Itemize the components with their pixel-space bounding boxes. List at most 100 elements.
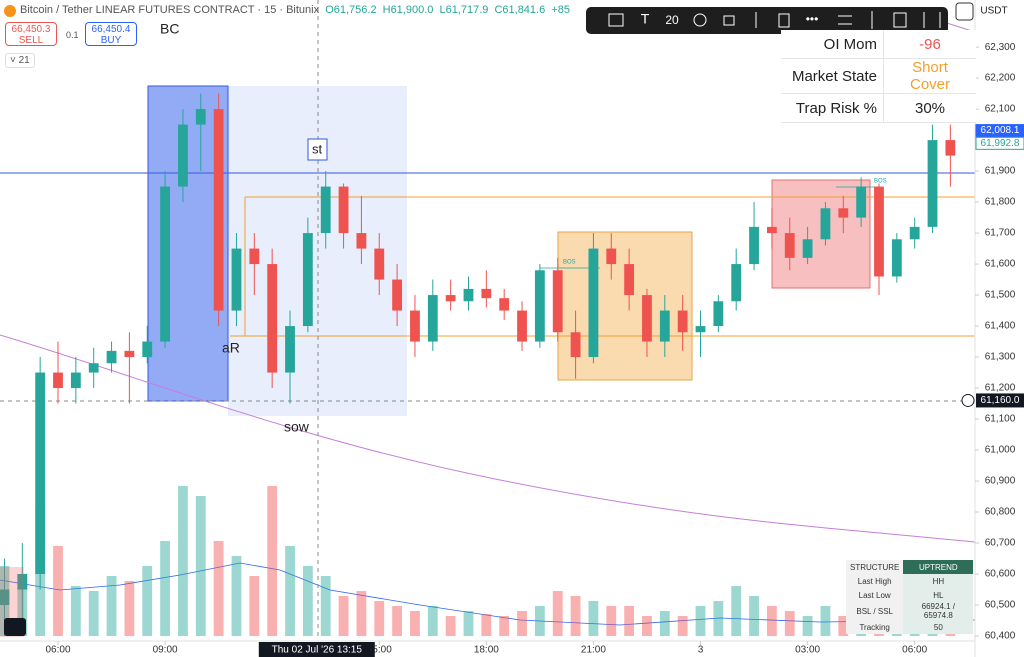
candle-body — [624, 264, 635, 296]
indicators-count: 21 — [18, 55, 30, 66]
symbol-icon — [4, 5, 16, 17]
logo — [4, 618, 26, 636]
currency[interactable]: USDT — [980, 6, 1007, 17]
table-cell: Last Low — [846, 588, 904, 602]
candle-body — [802, 239, 813, 258]
volume-bar — [374, 601, 385, 636]
volume-bar — [642, 616, 652, 636]
y-tick-label: 61,000 — [985, 445, 1016, 456]
candle-body — [17, 574, 28, 590]
crosshair-y-label: 61,160.0 — [981, 395, 1020, 406]
buy-price: 66,450.4 — [91, 24, 131, 35]
x-tick-label: 21:00 — [581, 645, 606, 656]
candle-body — [35, 372, 46, 575]
volume-bar — [534, 606, 545, 636]
annotation: sow — [284, 419, 310, 435]
y-tick-label: 61,400 — [985, 321, 1016, 332]
y-tick-label: 61,500 — [985, 290, 1016, 301]
table-cell: UPTREND — [903, 560, 974, 574]
table-cell: STRUCTURE — [846, 560, 904, 574]
annotation: BOS — [874, 179, 887, 185]
volume-bar — [267, 486, 278, 636]
volume-bar — [570, 596, 581, 636]
icon[interactable] — [608, 13, 624, 27]
settings-button[interactable] — [955, 2, 974, 21]
icon[interactable]: T — [641, 11, 650, 27]
indicators-toggle[interactable]: ˅ 21 — [5, 53, 35, 68]
table-cell: Short Cover — [883, 58, 976, 94]
volume-bar — [53, 546, 63, 636]
candle-body — [517, 310, 527, 342]
icon[interactable] — [778, 13, 790, 28]
y-tick-label: 60,800 — [985, 507, 1016, 518]
table-cell: OI Mom — [781, 30, 884, 59]
icon[interactable] — [893, 12, 907, 28]
volume-bar — [766, 606, 777, 636]
candle-body — [195, 109, 206, 125]
volume-bar — [392, 606, 403, 636]
volume-bar — [338, 596, 349, 636]
volume-bar — [552, 591, 563, 636]
ohlc: C61,841.6 — [494, 4, 546, 16]
volume-bar — [249, 576, 260, 636]
volume-bar — [178, 486, 188, 636]
annotation: BC — [160, 21, 179, 37]
table-cell: -96 — [883, 30, 976, 59]
volume-bar — [213, 541, 224, 636]
crosshair-x-bg — [258, 642, 375, 657]
candle-body — [499, 298, 510, 311]
volume-bar — [695, 606, 706, 636]
icon[interactable] — [693, 13, 707, 27]
candle-body — [642, 295, 652, 342]
volume-bar — [713, 601, 724, 636]
y-tick-label: 61,800 — [985, 197, 1016, 208]
y-tick-label: 60,400 — [985, 631, 1016, 642]
table-row: Last High HH — [846, 574, 974, 588]
ohlc: L61,717.9 — [439, 4, 489, 16]
volume-bar — [838, 616, 849, 636]
table-row: Trap Risk % 30% — [781, 93, 976, 123]
y-tick-label: 61,900 — [985, 166, 1016, 177]
table-cell: BSL / SSL — [846, 602, 904, 620]
volume-bar — [160, 541, 170, 636]
annotation-box — [307, 138, 328, 161]
crosshair-plus — [961, 393, 975, 407]
x-tick-label: 03:00 — [795, 645, 820, 656]
candle-body — [481, 288, 492, 299]
table-cell: HH — [903, 574, 974, 588]
candle-body — [838, 208, 849, 218]
ma-line — [0, 334, 976, 543]
icon[interactable] — [723, 15, 735, 26]
candle-body — [588, 248, 599, 358]
ohlc: O61,756.2 — [325, 4, 377, 16]
annotation: st — [312, 141, 323, 156]
line-width[interactable]: 20 — [665, 13, 679, 27]
buy-button[interactable]: 66,450.4 BUY — [85, 22, 137, 46]
candle-body — [534, 270, 545, 342]
y-tick-label: 62,200 — [985, 73, 1016, 84]
candle-body — [909, 226, 920, 240]
candle-body — [356, 233, 367, 249]
x-tick-label: 06:00 — [902, 645, 927, 656]
volume-bar — [427, 606, 438, 636]
metrics-table: OI Mom -96 Market State Short Cover Trap Ris… — [781, 30, 976, 123]
ohlc: +85 — [551, 4, 570, 16]
volume-bar — [124, 581, 135, 636]
sell-button[interactable]: 66,450.3 SELL — [5, 22, 57, 46]
candle-body — [320, 186, 331, 234]
price-label-bg — [975, 124, 1024, 138]
candle-body — [749, 226, 759, 265]
candle-body — [891, 239, 902, 277]
table-cell: 66924.1 / 65974.8 — [903, 602, 974, 620]
volume-bar — [320, 576, 331, 636]
crosshair-y-bg — [976, 393, 1024, 408]
structure-table: STRUCTURE UPTREND Last High HH Last Low HL BSL… — [846, 560, 974, 634]
icon[interactable]: ••• — [806, 12, 819, 26]
candle-body — [874, 186, 884, 277]
candle-body — [392, 279, 403, 311]
toolbar: T 20 ••• — [586, 7, 948, 34]
candle-body — [178, 124, 188, 187]
volume-bar — [445, 616, 456, 636]
